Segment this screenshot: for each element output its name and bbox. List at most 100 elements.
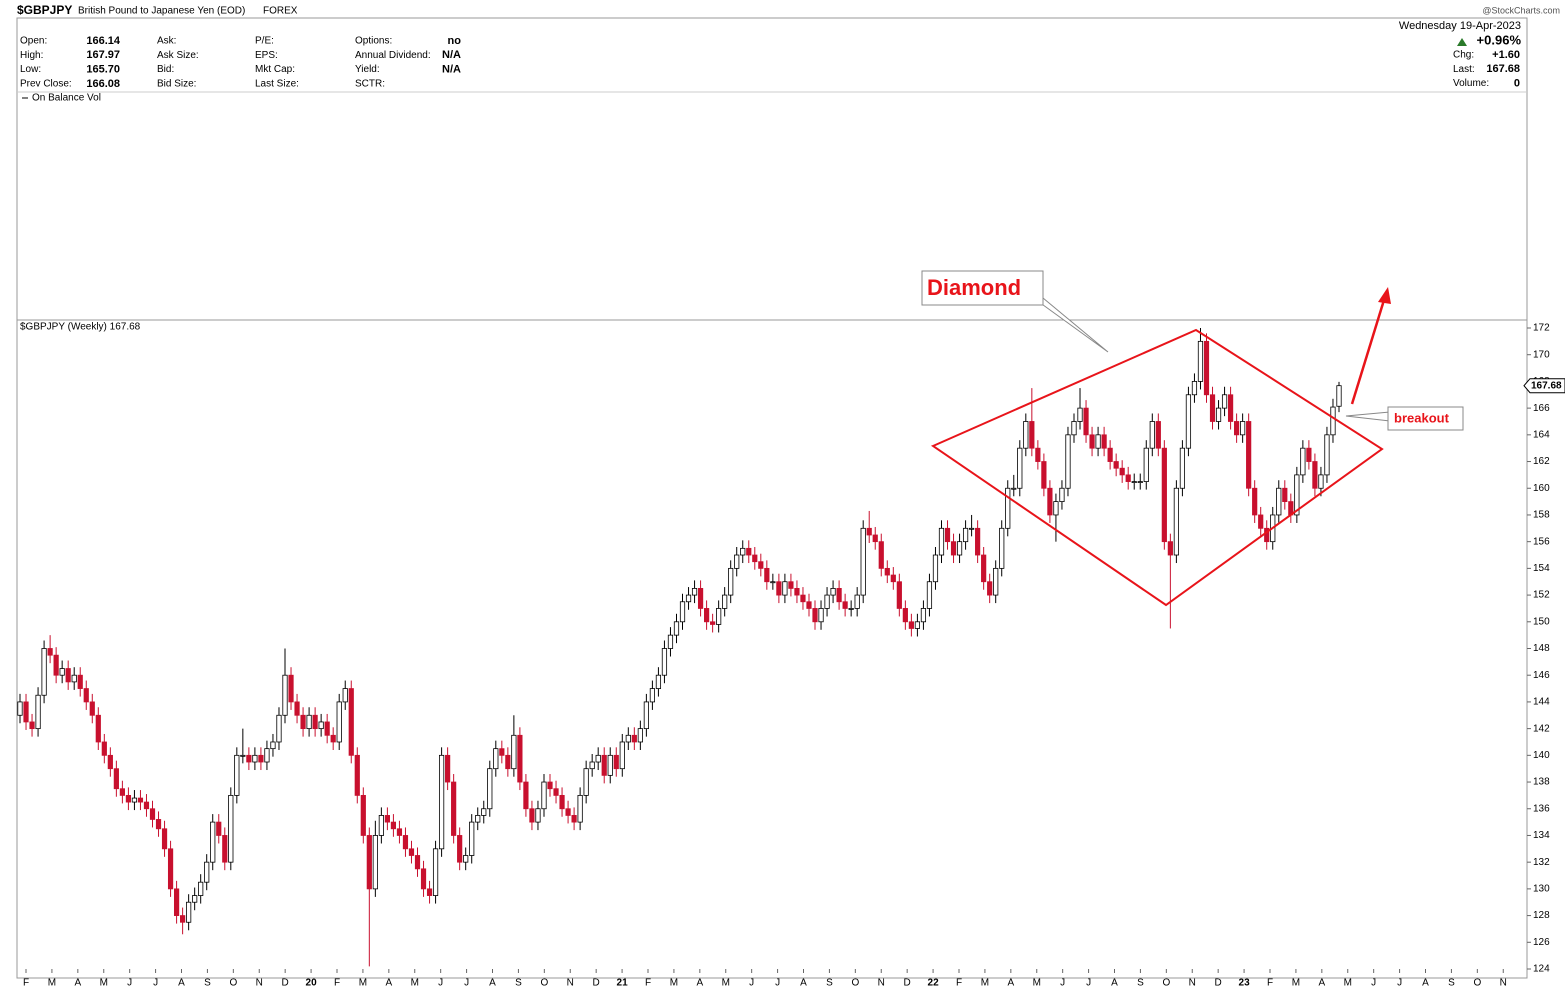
x-tick-label: J: [127, 978, 132, 989]
candle-body: [1246, 421, 1252, 489]
candle-body: [23, 701, 29, 723]
candle-body: [1306, 447, 1312, 462]
x-tick-label: J: [1060, 978, 1065, 989]
x-tick-label: O: [1162, 978, 1170, 989]
diamond-shape: [930, 328, 1384, 607]
candle-body: [1215, 407, 1222, 422]
candle-body: [234, 754, 240, 796]
x-tick-label: F: [956, 978, 962, 989]
plot: 124 126 128 130 132 134 136 138 140 142 144 146 148 1…: [17, 323, 1565, 989]
x-tick-label: A: [74, 978, 81, 989]
candle-body: [420, 868, 427, 890]
candle-body: [764, 567, 770, 583]
field-label: P/E:: [255, 36, 274, 47]
field-label: Mkt Cap:: [255, 64, 295, 75]
candle-body: [511, 734, 517, 770]
candle-body: [246, 754, 252, 763]
candle-body: [1330, 406, 1336, 436]
x-tick-label: M: [670, 978, 678, 989]
candle-body: [981, 554, 987, 583]
candle-body: [155, 819, 162, 830]
indicator-label: On Balance Vol: [32, 93, 101, 104]
x-tick-label: M: [1292, 978, 1300, 989]
candle-body: [1059, 487, 1065, 503]
x-tick-label: D: [282, 978, 289, 989]
field-value: 0: [1514, 78, 1520, 90]
candle-body: [276, 714, 282, 743]
candle-body: [1312, 461, 1318, 489]
candle-body: [770, 581, 776, 584]
candle-body: [1300, 447, 1306, 476]
field-label: Prev Close:: [20, 79, 72, 90]
candle-body: [938, 527, 945, 556]
x-tick-label: O: [540, 978, 548, 989]
candle-body: [926, 581, 933, 609]
x-tick-label: M: [1344, 978, 1352, 989]
x-tick-label: S: [1448, 978, 1455, 989]
x-tick-label: A: [178, 978, 185, 989]
candle-body: [914, 621, 921, 629]
candle-body: [204, 861, 210, 883]
candle-body: [535, 808, 541, 823]
candle-body: [173, 888, 180, 916]
x-tick-label: 20: [306, 978, 318, 989]
candle-body: [95, 714, 101, 743]
candle-body: [1318, 474, 1324, 489]
y-tick-label: 152: [1533, 590, 1550, 601]
arrow-head: [1378, 287, 1391, 304]
candle-body: [137, 797, 144, 803]
candle-body: [794, 588, 800, 596]
candle-body: [679, 601, 686, 623]
candle-body: [1336, 385, 1342, 407]
candle-body: [414, 855, 421, 870]
field-label: Bid Size:: [157, 79, 196, 90]
x-tick-label: N: [256, 978, 263, 989]
candle-body: [559, 794, 565, 810]
candle-body: [691, 588, 698, 596]
candle-body: [571, 815, 577, 823]
candle-body: [330, 734, 336, 743]
y-tick-label: 126: [1533, 937, 1550, 948]
x-tick-label: M: [1033, 978, 1041, 989]
candle-body: [505, 754, 511, 770]
x-tick-label: J: [749, 978, 754, 989]
candle-body: [999, 527, 1005, 569]
date: Wednesday 19-Apr-2023: [1399, 20, 1521, 32]
candle-body: [776, 581, 782, 596]
candle-body: [17, 701, 23, 716]
x-tick-label: M: [100, 978, 108, 989]
candle-body: [463, 855, 469, 863]
x-tick-label: N: [878, 978, 885, 989]
candle-body: [1276, 487, 1282, 516]
candle-body: [637, 728, 643, 743]
candle-body: [1143, 447, 1149, 482]
y-tick-label: 138: [1533, 777, 1550, 788]
x-tick-label: O: [1473, 978, 1481, 989]
candle-body: [655, 674, 662, 689]
callout-box: [921, 270, 1044, 306]
field-label: Yield:: [355, 64, 380, 75]
field-label: Ask:: [157, 36, 176, 47]
x-tick-label: S: [826, 978, 833, 989]
candle-body: [1005, 487, 1011, 529]
x-tick-label: J: [1086, 978, 1091, 989]
candle-body: [673, 621, 680, 636]
candle-body: [47, 648, 53, 656]
candle-body: [180, 915, 186, 923]
candle-body: [240, 754, 246, 757]
candle-body: [113, 768, 119, 790]
candle-body: [734, 554, 740, 569]
candle-body: [1234, 421, 1240, 436]
x-tick-label: A: [1318, 978, 1325, 989]
candle-body: [342, 688, 348, 703]
candle-body: [372, 835, 378, 890]
x-tick-label: D: [1215, 978, 1222, 989]
candle-body: [457, 835, 463, 863]
candle-body: [402, 835, 409, 850]
candle-body: [993, 567, 999, 596]
x-tick-label: M: [981, 978, 989, 989]
candle-body: [1240, 421, 1246, 436]
candle-body: [583, 768, 589, 796]
x-tick-label: N: [1500, 978, 1507, 989]
up-arrow: [1457, 38, 1467, 46]
